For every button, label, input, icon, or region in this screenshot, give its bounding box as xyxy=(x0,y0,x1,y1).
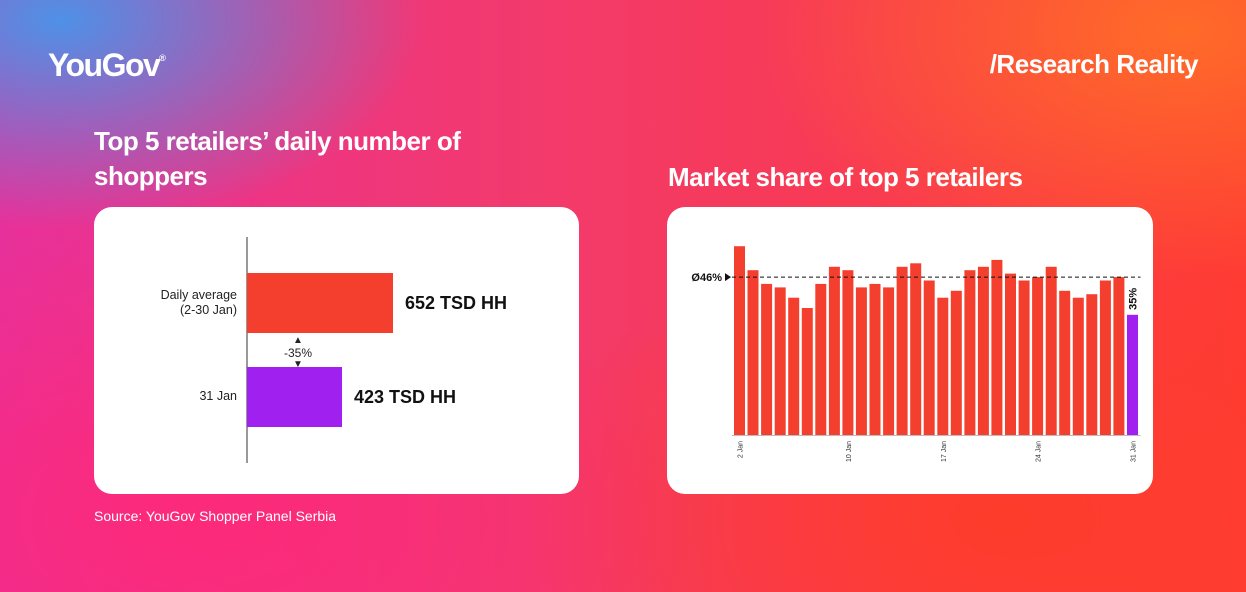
bar-5-jan xyxy=(774,287,786,435)
bar-24-jan xyxy=(1032,277,1044,435)
category-label-daily-average: Daily average (2-30 Jan) xyxy=(160,288,237,317)
x-tick-label: 17 Jan xyxy=(941,441,948,462)
bar-28-jan xyxy=(1086,294,1098,435)
bar-14-jan xyxy=(896,266,908,435)
x-tick-label: 10 Jan xyxy=(846,441,853,462)
market-share-chart-card: Ø46% 35% 2 Jan 10 Jan 17 Jan 24 Jan 31 Jan xyxy=(667,207,1153,494)
bar-18-jan xyxy=(950,290,962,435)
bar-31-jan xyxy=(1127,314,1138,435)
bar-26-jan xyxy=(1059,290,1071,435)
bar-13-jan xyxy=(883,287,895,435)
source-note: Source: YouGov Shopper Panel Serbia xyxy=(94,508,337,524)
tagline: /Research Reality xyxy=(989,49,1199,79)
bar-19-jan xyxy=(964,270,976,435)
last-bar-value-label: 35% xyxy=(1127,288,1139,310)
bar-16-jan xyxy=(923,280,935,435)
bar-15-jan xyxy=(910,263,922,435)
value-label-daily-average: 652 TSD HH xyxy=(405,293,508,313)
bar-20-jan xyxy=(977,266,989,435)
bar-12-jan xyxy=(869,283,881,435)
bar-8-jan xyxy=(815,283,827,435)
x-tick-label: 31 Jan xyxy=(1130,441,1137,462)
x-tick-label: 24 Jan xyxy=(1036,441,1043,462)
bar-daily-average xyxy=(247,273,393,333)
average-marker-icon xyxy=(725,273,731,282)
down-arrow-icon: ▼ xyxy=(293,359,303,370)
shoppers-chart-card: Daily average (2-30 Jan) 31 Jan 652 TSD H… xyxy=(94,207,579,494)
delta-label: -35% xyxy=(283,346,312,360)
bar-23-jan xyxy=(1018,280,1030,435)
bar-30-jan xyxy=(1113,277,1125,435)
bar-7-jan xyxy=(801,308,813,435)
bar-9-jan xyxy=(828,266,840,435)
bar-25-jan xyxy=(1045,266,1057,435)
bar-31-jan xyxy=(247,367,342,427)
bar-10-jan xyxy=(842,270,854,435)
bar-6-jan xyxy=(788,297,800,435)
bar-17-jan xyxy=(937,297,949,435)
right-chart-title: Market share of top 5 retailers xyxy=(668,162,1023,192)
bar-21-jan xyxy=(991,259,1003,435)
left-chart-title: Top 5 retailers’ daily number of shopper… xyxy=(94,126,461,191)
category-label-31-jan: 31 Jan xyxy=(199,389,237,403)
bar-3-jan xyxy=(747,270,759,435)
delta-annotation: ▲ -35% ▼ xyxy=(278,336,318,370)
bar-27-jan xyxy=(1072,297,1084,435)
value-label-31-jan: 423 TSD HH xyxy=(354,387,457,407)
yougov-logo: YouGov® xyxy=(48,47,166,83)
y-axis-line xyxy=(246,237,248,463)
registered-mark: ® xyxy=(159,53,166,63)
average-label: Ø46% xyxy=(691,272,722,284)
market-share-chart: Ø46% 35% 2 Jan 10 Jan 17 Jan 24 Jan 31 Jan xyxy=(691,246,1141,462)
bar-22-jan xyxy=(1005,273,1016,435)
bar-4-jan xyxy=(761,283,773,435)
up-arrow-icon: ▲ xyxy=(293,335,303,346)
x-tick-label: 2 Jan xyxy=(738,441,745,458)
bar-2-jan xyxy=(734,246,745,435)
bar-11-jan xyxy=(855,287,867,435)
bar-29-jan xyxy=(1099,280,1111,435)
